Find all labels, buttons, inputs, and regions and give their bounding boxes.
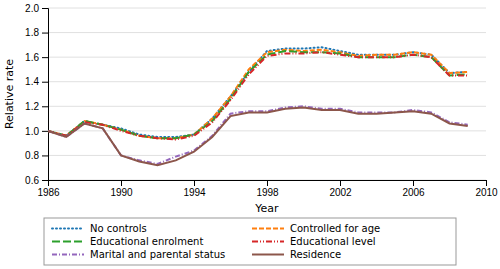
series-line bbox=[48, 52, 468, 139]
tick: 1.2 bbox=[25, 101, 48, 112]
series-line bbox=[48, 50, 468, 138]
tick: 1.8 bbox=[25, 27, 48, 38]
tick-label: 1986 bbox=[37, 187, 60, 198]
tick-mark bbox=[42, 155, 48, 156]
tick-label: 1.2 bbox=[25, 101, 39, 112]
axis-line bbox=[49, 181, 487, 187]
tick: 1994 bbox=[183, 180, 206, 198]
legend-swatch bbox=[252, 228, 284, 230]
grid-line bbox=[48, 32, 486, 33]
tick-label: 2010 bbox=[475, 187, 498, 198]
tick: 2.0 bbox=[25, 3, 48, 14]
grid-line bbox=[48, 81, 486, 82]
grid-line bbox=[48, 8, 486, 9]
series-line bbox=[48, 106, 468, 164]
tick-mark bbox=[121, 180, 122, 186]
grid-line bbox=[48, 155, 486, 156]
tick-mark bbox=[267, 180, 268, 186]
tick-mark bbox=[340, 180, 341, 186]
grid-line bbox=[48, 57, 486, 58]
axis-line bbox=[42, 9, 49, 181]
x-axis-title: Year bbox=[254, 202, 279, 215]
tick-label: 1.0 bbox=[25, 126, 39, 137]
tick-label: 0.8 bbox=[25, 150, 39, 161]
tick-mark bbox=[194, 180, 195, 186]
legend-swatch bbox=[52, 254, 84, 256]
series-line bbox=[48, 51, 468, 138]
y-axis: 0.6 0.8 1.0 1.2 1.4 1.6 1.8 2.0 bbox=[25, 3, 48, 186]
tick-label: 1990 bbox=[110, 187, 133, 198]
y-axis-title: Relative rate bbox=[3, 59, 16, 129]
tick-mark bbox=[42, 8, 48, 9]
tick: 1990 bbox=[110, 180, 133, 198]
tick-label: 1.4 bbox=[25, 76, 39, 87]
tick: 1.4 bbox=[25, 76, 48, 87]
tick: 1986 bbox=[37, 180, 60, 198]
tick-label: 2002 bbox=[329, 187, 352, 198]
tick-mark bbox=[42, 33, 48, 34]
legend-item: Residence bbox=[252, 249, 341, 260]
legend-item: No controls bbox=[52, 223, 147, 234]
legend-item: Controlled for age bbox=[252, 223, 380, 234]
tick: 2006 bbox=[402, 180, 425, 198]
tick-label: 2006 bbox=[402, 187, 425, 198]
tick-label: 1.8 bbox=[25, 27, 39, 38]
x-axis: 1986 1990 1994 1998 2002 2006 2010 bbox=[37, 180, 498, 198]
legend-label: Residence bbox=[290, 249, 341, 260]
legend-label: Educational level bbox=[290, 236, 376, 247]
grid-line bbox=[48, 106, 486, 107]
tick-mark bbox=[42, 106, 48, 107]
legend-item: Educational enrolment bbox=[52, 236, 203, 247]
legend-swatch bbox=[252, 254, 284, 256]
tick: 2002 bbox=[329, 180, 352, 198]
legend-label: Educational enrolment bbox=[90, 236, 203, 247]
tick-mark bbox=[42, 82, 48, 83]
legend-swatch bbox=[52, 228, 84, 230]
tick-label: 1998 bbox=[256, 187, 279, 198]
legend-item: Marital and parental status bbox=[52, 249, 225, 260]
grid-line bbox=[48, 130, 486, 131]
tick: 1.6 bbox=[25, 52, 48, 63]
tick-label: 1994 bbox=[183, 187, 206, 198]
legend-frame bbox=[44, 218, 456, 265]
tick-mark bbox=[486, 180, 487, 186]
legend-label: Controlled for age bbox=[290, 223, 380, 234]
grid bbox=[48, 8, 486, 180]
legend: No controls Controlled for age Educational… bbox=[44, 218, 456, 265]
tick-label: 2.0 bbox=[25, 3, 39, 14]
tick: 1998 bbox=[256, 180, 279, 198]
tick-label: 0.6 bbox=[25, 175, 39, 186]
tick-mark bbox=[42, 180, 48, 181]
legend-swatch bbox=[252, 241, 284, 243]
series-line bbox=[48, 108, 468, 166]
legend-swatch bbox=[52, 241, 84, 243]
plot-area bbox=[48, 47, 468, 165]
tick: 1.0 bbox=[25, 126, 48, 137]
tick-label: 1.6 bbox=[25, 52, 39, 63]
tick-mark bbox=[413, 180, 414, 186]
legend-item: Educational level bbox=[252, 236, 376, 247]
tick: 0.8 bbox=[25, 150, 48, 161]
legend-label: No controls bbox=[90, 223, 147, 234]
chart: 1986 1990 1994 1998 2002 2006 2010 0.6 0.8 1.0 1.2… bbox=[0, 0, 500, 269]
tick-mark bbox=[42, 57, 48, 58]
tick-mark bbox=[42, 131, 48, 132]
legend-label: Marital and parental status bbox=[90, 249, 225, 260]
tick: 0.6 bbox=[25, 175, 48, 186]
tick: 2010 bbox=[475, 180, 498, 198]
